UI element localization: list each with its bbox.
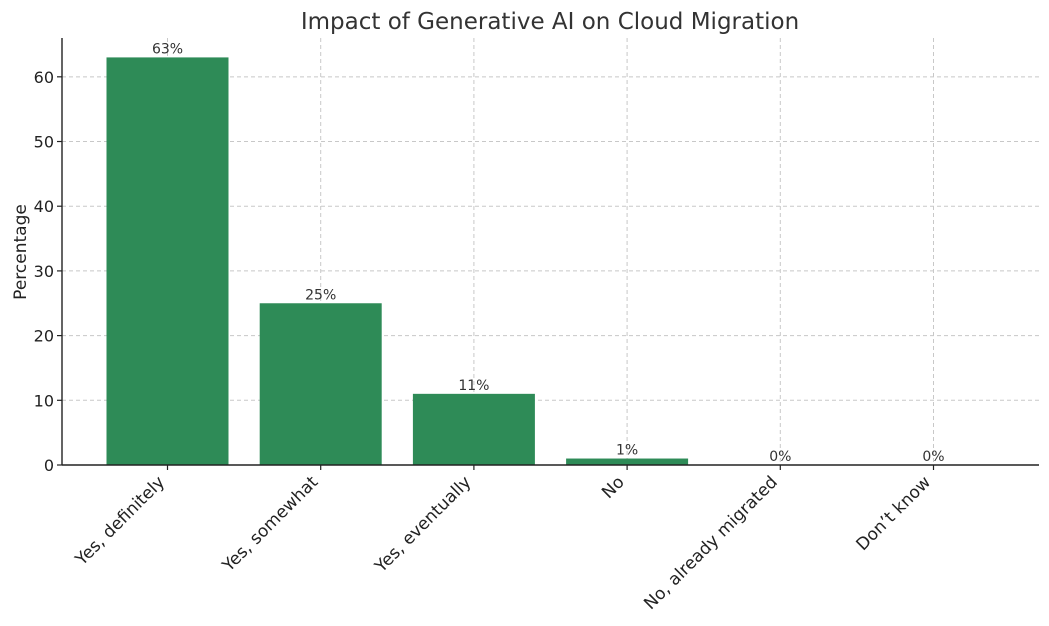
y-tick-label: 10 [34, 391, 54, 410]
bar [106, 57, 229, 466]
x-tick-label: Don’t know [853, 472, 936, 555]
x-tick-label: Yes, eventually [371, 472, 476, 577]
data-label: 11% [458, 378, 489, 394]
y-tick-label: 30 [34, 262, 54, 281]
x-tick-label: Yes, somewhat [218, 472, 322, 576]
x-tick-label: Yes, definitely [71, 472, 169, 570]
x-axis-ticks: Yes, definitely Yes, somewhat Yes, eventua… [71, 465, 935, 614]
y-tick-label: 60 [34, 68, 54, 87]
x-tick-label: No [598, 472, 628, 502]
bars [106, 57, 689, 466]
y-axis-label: Percentage [11, 204, 31, 300]
data-labels: 63% 25% 11% 1% 0% 0% [152, 41, 945, 465]
data-label: 1% [616, 443, 638, 459]
bar [566, 458, 689, 465]
data-label: 0% [769, 449, 791, 465]
data-label: 0% [922, 449, 944, 465]
y-tick-label: 0 [44, 456, 54, 475]
y-tick-label: 40 [34, 197, 54, 216]
data-label: 25% [305, 287, 336, 303]
y-axis-ticks: 0 10 20 30 40 50 60 [34, 68, 62, 475]
bar [412, 393, 535, 465]
x-tick-label: No, already migrated [640, 472, 782, 614]
bar [259, 303, 382, 465]
chart-title: Impact of Generative AI on Cloud Migrati… [301, 9, 799, 35]
data-label: 63% [152, 41, 183, 57]
y-tick-label: 20 [34, 327, 54, 346]
y-tick-label: 50 [34, 133, 54, 152]
